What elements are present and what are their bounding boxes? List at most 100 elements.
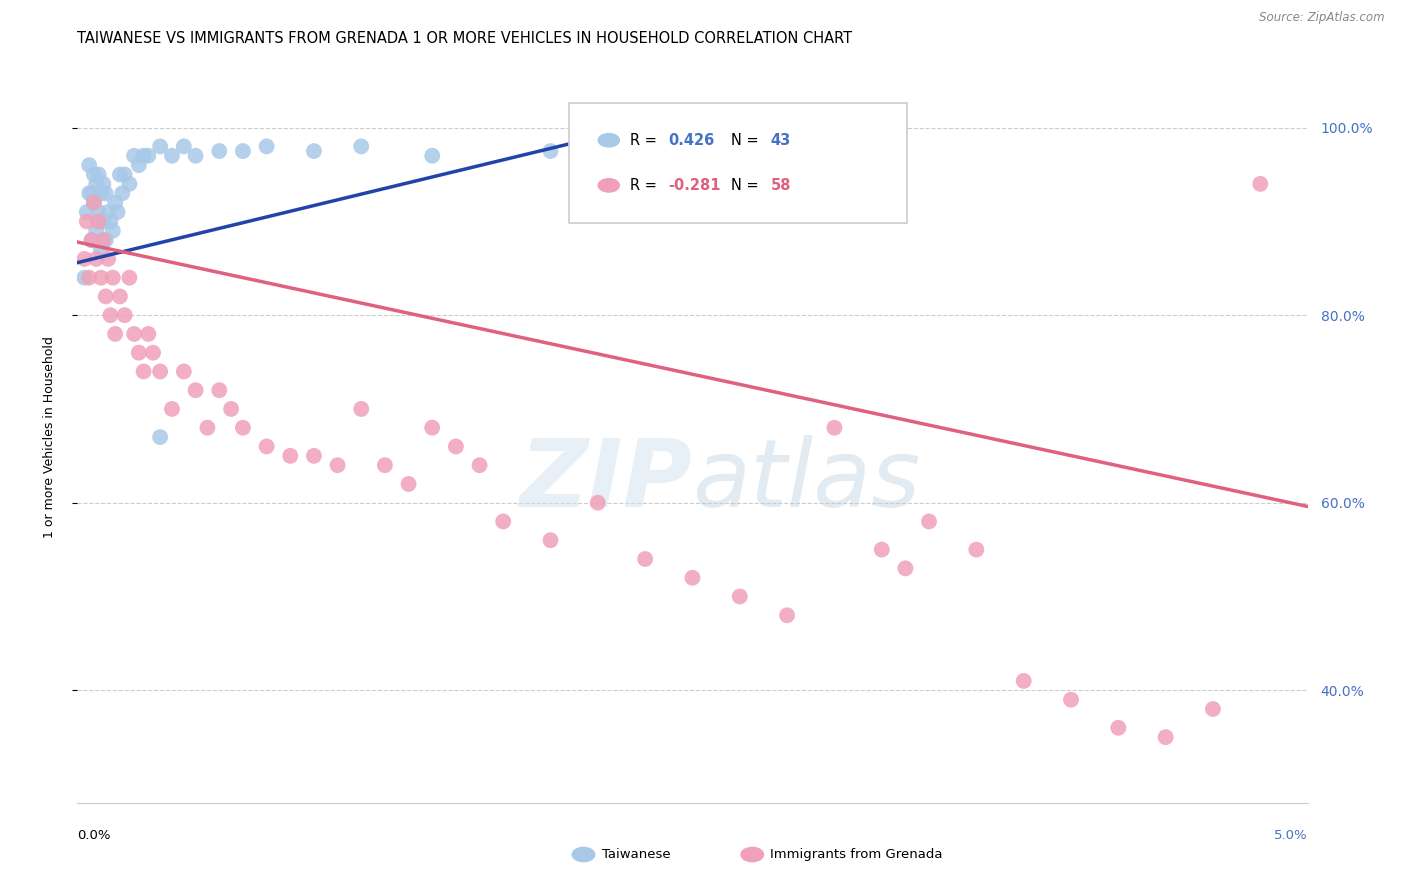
Point	[80, 233, 103, 247]
Point	[302, 144, 325, 158]
Point	[83, 195, 105, 210]
Point	[108, 289, 131, 303]
Text: ZIP: ZIP	[520, 435, 693, 527]
Point	[142, 345, 165, 359]
Point	[256, 139, 278, 153]
Text: 0.426: 0.426	[668, 133, 714, 148]
Point	[84, 252, 107, 266]
Point	[136, 326, 159, 341]
Point	[232, 144, 254, 158]
Point	[208, 383, 231, 397]
Point	[173, 139, 195, 153]
Text: Source: ZipAtlas.com: Source: ZipAtlas.com	[1260, 11, 1385, 24]
Point	[149, 364, 172, 378]
Point	[87, 214, 110, 228]
Point	[444, 440, 467, 454]
Point	[492, 515, 515, 529]
Point	[107, 205, 129, 219]
Point	[136, 149, 159, 163]
Point	[232, 420, 254, 434]
Point	[173, 364, 195, 378]
Point	[728, 590, 751, 604]
Point	[100, 214, 122, 228]
Point	[184, 149, 207, 163]
Point	[93, 177, 115, 191]
Point	[97, 205, 120, 219]
Point	[90, 243, 112, 257]
Point	[90, 186, 112, 201]
Point	[111, 186, 134, 201]
Point	[77, 158, 100, 172]
Point	[965, 542, 987, 557]
Point	[398, 477, 420, 491]
Point	[1154, 730, 1177, 744]
Point	[586, 496, 609, 510]
Point	[87, 168, 110, 182]
Point	[540, 144, 562, 158]
Point	[76, 214, 98, 228]
Point	[73, 252, 96, 266]
Point	[208, 144, 231, 158]
Point	[256, 440, 278, 454]
Point	[149, 139, 172, 153]
Point	[73, 270, 96, 285]
Point	[374, 458, 396, 473]
Point	[219, 401, 242, 416]
Point	[540, 533, 562, 548]
Point	[1060, 692, 1083, 706]
Point	[420, 420, 443, 434]
Point	[682, 571, 704, 585]
Text: Taiwanese: Taiwanese	[602, 848, 671, 861]
Point	[77, 270, 100, 285]
Text: TAIWANESE VS IMMIGRANTS FROM GRENADA 1 OR MORE VEHICLES IN HOUSEHOLD CORRELATION: TAIWANESE VS IMMIGRANTS FROM GRENADA 1 O…	[77, 31, 852, 46]
Text: -0.281: -0.281	[668, 178, 720, 193]
Point	[1202, 702, 1225, 716]
Point	[101, 270, 124, 285]
Point	[118, 177, 141, 191]
Text: Immigrants from Grenada: Immigrants from Grenada	[770, 848, 943, 861]
Point	[80, 233, 103, 247]
Point	[128, 158, 150, 172]
Text: R =: R =	[630, 178, 661, 193]
Point	[160, 149, 183, 163]
Point	[184, 383, 207, 397]
Point	[1012, 673, 1035, 688]
Point	[468, 458, 491, 473]
Point	[80, 186, 103, 201]
Text: atlas: atlas	[693, 435, 921, 526]
Point	[97, 252, 120, 266]
Point	[918, 515, 941, 529]
Point	[278, 449, 301, 463]
Point	[160, 401, 183, 416]
Text: R =: R =	[630, 133, 661, 148]
Point	[326, 458, 349, 473]
Point	[104, 195, 127, 210]
Point	[118, 270, 141, 285]
Point	[87, 205, 110, 219]
Point	[83, 195, 105, 210]
Text: 0.0%: 0.0%	[77, 830, 111, 842]
Point	[104, 326, 127, 341]
Point	[870, 542, 893, 557]
Point	[132, 149, 155, 163]
Point	[1107, 721, 1129, 735]
Point	[350, 139, 373, 153]
Point	[420, 149, 443, 163]
Point	[94, 233, 117, 247]
Point	[823, 420, 845, 434]
Y-axis label: 1 or more Vehicles in Household: 1 or more Vehicles in Household	[44, 336, 56, 538]
Point	[84, 177, 107, 191]
Text: N =: N =	[731, 133, 763, 148]
Point	[350, 401, 373, 416]
Point	[114, 308, 136, 322]
Point	[100, 308, 122, 322]
Point	[894, 561, 917, 575]
Point	[77, 186, 100, 201]
Point	[122, 149, 145, 163]
Point	[93, 214, 115, 228]
Point	[84, 224, 107, 238]
Point	[776, 608, 799, 623]
Point	[114, 168, 136, 182]
Point	[128, 345, 150, 359]
Point	[197, 420, 219, 434]
